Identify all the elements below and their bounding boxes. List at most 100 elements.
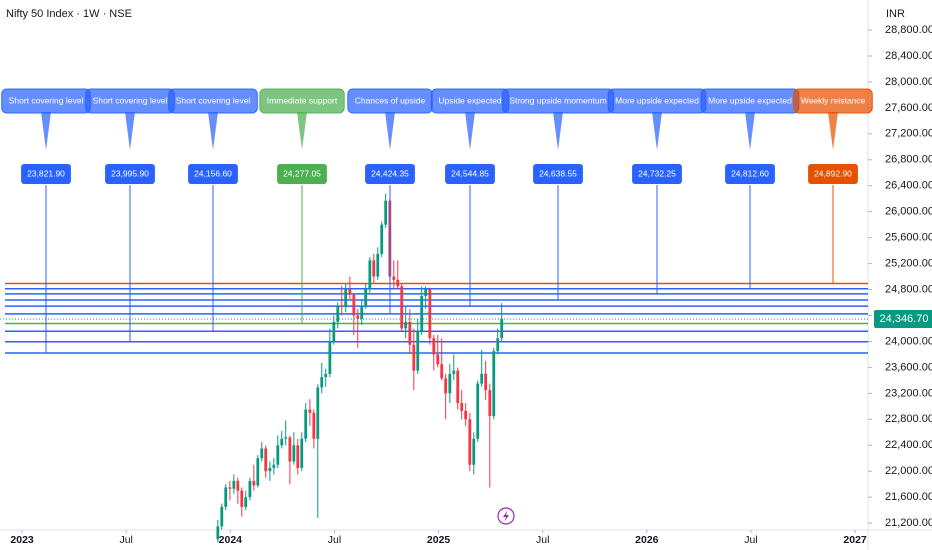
annotation-pointer (745, 112, 755, 150)
y-tick-label: 26,800.00 (885, 154, 932, 166)
annotation-pointer (41, 112, 51, 150)
annotation: Short covering level 24,156.60 (168, 88, 258, 184)
candle-body (408, 321, 412, 345)
x-tick-label: 2023 (10, 534, 34, 546)
annotation: Short covering level 23,821.90 (1, 88, 91, 184)
y-tick-label: 28,000.00 (885, 76, 932, 88)
annotation: Chances of upside 24,424.35 (347, 88, 433, 184)
candle-body (440, 364, 444, 379)
annotation: Immediate support 24,277.05 (259, 88, 345, 184)
value-badge-text: 24,424.35 (371, 168, 409, 178)
value-badge-text: 23,995.90 (111, 168, 149, 178)
annotation-pointer (553, 112, 563, 150)
candle-body (424, 289, 428, 297)
candle-body (460, 403, 464, 411)
y-tick-label: 25,600.00 (885, 232, 932, 244)
value-badge-text: 24,812.60 (731, 168, 769, 178)
candle-body (324, 373, 328, 378)
y-tick-label: 27,200.00 (885, 128, 932, 140)
candle-body (480, 373, 484, 384)
candle-body (432, 338, 436, 355)
candle-body (444, 378, 448, 394)
value-badge-text: 24,638.55 (539, 168, 577, 178)
y-tick-label: 22,400.00 (885, 439, 932, 451)
candle-body (268, 467, 272, 472)
chart-title: Nifty 50 Index · 1W · NSE (6, 8, 132, 20)
candle-body (260, 448, 264, 459)
annotation-pointer (828, 112, 838, 150)
candle-body (228, 487, 232, 489)
candle-body (220, 506, 224, 527)
candle-body (364, 289, 368, 306)
last-price-label: 24,346.70 (880, 313, 929, 325)
candle-body (488, 390, 492, 417)
candle-body (436, 354, 440, 365)
y-tick-label: 27,600.00 (885, 102, 932, 114)
candle-body (252, 480, 256, 486)
x-tick-label: 2024 (219, 534, 243, 546)
annotation-text: More upside expected (708, 95, 792, 105)
annotation-text: Weekly reistance (801, 95, 866, 105)
candle-body (380, 224, 384, 254)
y-tick-label: 28,400.00 (885, 50, 932, 62)
annotation-text: Strong upside momentum (509, 95, 606, 105)
candle-body (452, 370, 456, 374)
candle-body (496, 338, 500, 352)
annotation-text: Immediate support (267, 95, 338, 105)
candle-body (300, 438, 304, 468)
candle-body (372, 260, 376, 277)
annotation: Weekly reistance 24,892.90 (793, 88, 873, 184)
value-badge (808, 164, 858, 184)
candle-body (312, 412, 316, 439)
annotation: Upside expected 24,544.85 (430, 88, 510, 184)
annotation-pointer (125, 112, 135, 150)
event-icon (497, 507, 515, 525)
candle-body (232, 480, 236, 489)
last-price-box (874, 309, 932, 328)
value-badge (533, 164, 583, 184)
candle-body (272, 464, 276, 468)
candle-body (412, 344, 416, 371)
candle-body (292, 445, 296, 462)
candle-body (304, 409, 308, 439)
annotation-text: More upside expected (615, 95, 699, 105)
candle-body (500, 318, 504, 339)
candle-body (256, 458, 260, 486)
candle-body (248, 480, 252, 498)
candle-body (428, 289, 432, 339)
y-tick-label: 25,200.00 (885, 257, 932, 269)
y-tick-label: 23,600.00 (885, 361, 932, 373)
candle-body (420, 296, 424, 332)
y-tick-label: 26,400.00 (885, 180, 932, 192)
value-badge (365, 164, 415, 184)
candle-body (384, 200, 388, 225)
candle-body (416, 331, 420, 371)
candle-body (336, 305, 340, 322)
candle-body (456, 370, 460, 404)
candle-body (284, 437, 288, 439)
candle-body (224, 487, 228, 507)
candle-body (216, 526, 220, 540)
candle-body (492, 351, 496, 417)
value-badge (632, 164, 682, 184)
annotation-pointer (465, 112, 475, 150)
candle-body (320, 377, 324, 388)
annotation-text: Short covering level (176, 95, 251, 105)
x-tick-label: 2026 (635, 534, 659, 546)
candle-body (392, 276, 396, 280)
plot: 21,200.00 21,600.00 22,000.00 22,400.00 22,8… (0, 24, 932, 546)
candle-body (328, 341, 332, 374)
x-tick-label: Jul (328, 534, 341, 546)
y-tick-label: 23,200.00 (885, 387, 932, 399)
value-badge (725, 164, 775, 184)
candle-body (344, 289, 348, 308)
candle-body (348, 289, 352, 295)
annotation-text: Short covering level (93, 95, 168, 105)
annotation-text: Chances of upside (355, 95, 426, 105)
candle-body (316, 387, 320, 439)
y-tick-label: 24,800.00 (885, 283, 932, 295)
annotation-pointer (297, 112, 307, 150)
value-badge-text: 24,732.25 (638, 168, 676, 178)
